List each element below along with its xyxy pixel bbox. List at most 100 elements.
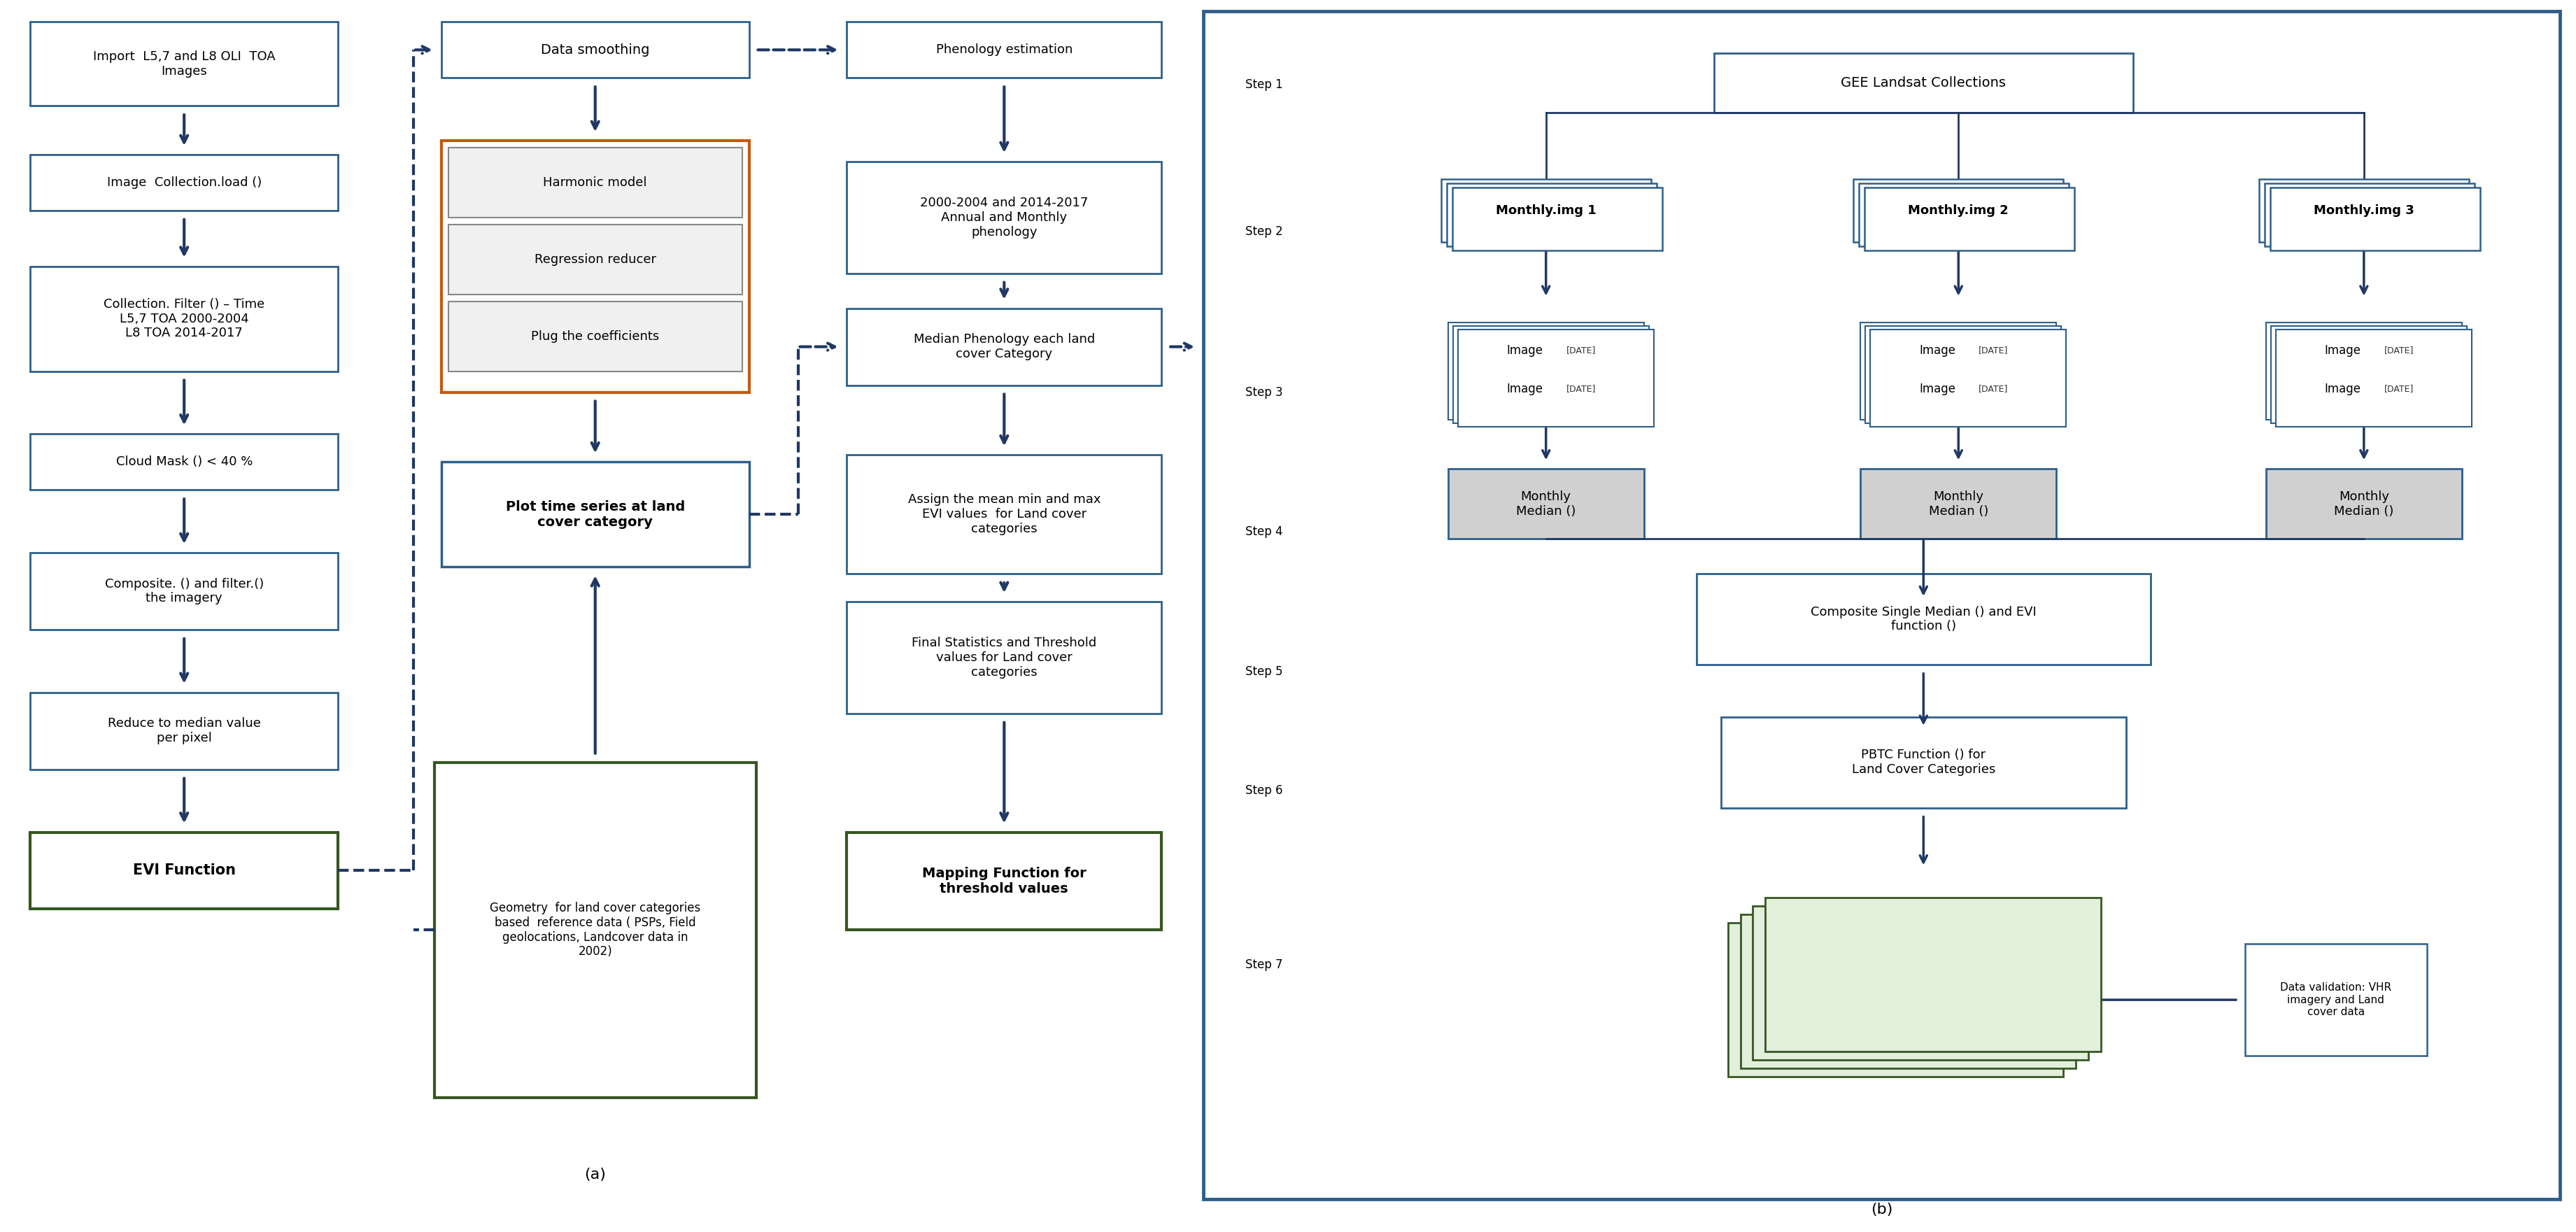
FancyBboxPatch shape <box>1203 11 2561 1199</box>
FancyBboxPatch shape <box>448 148 742 218</box>
FancyBboxPatch shape <box>848 161 1162 274</box>
Text: GEE Landsat Collections: GEE Landsat Collections <box>1842 76 2007 90</box>
FancyBboxPatch shape <box>848 455 1162 574</box>
Text: [DATE]: [DATE] <box>1566 384 1595 393</box>
Text: Image: Image <box>1919 344 1955 356</box>
FancyBboxPatch shape <box>31 692 337 769</box>
Text: Composite Single Median () and EVI
function (): Composite Single Median () and EVI funct… <box>1811 606 2038 633</box>
Text: Regression reducer: Regression reducer <box>533 253 657 266</box>
Text: Image  Collection.load (): Image Collection.load () <box>106 176 263 188</box>
FancyBboxPatch shape <box>1865 187 2074 250</box>
FancyBboxPatch shape <box>1448 469 1643 538</box>
Text: (a): (a) <box>585 1168 605 1181</box>
Text: Geometry  for land cover categories
based  reference data ( PSPs, Field
geolocat: Geometry for land cover categories based… <box>489 902 701 958</box>
Text: Harmonic model: Harmonic model <box>544 176 647 188</box>
FancyBboxPatch shape <box>2269 187 2481 250</box>
Text: Monthly.img 2: Monthly.img 2 <box>1909 205 2009 217</box>
Text: EVI Function: EVI Function <box>134 864 234 877</box>
Text: Plug the coefficients: Plug the coefficients <box>531 330 659 342</box>
FancyBboxPatch shape <box>848 308 1162 386</box>
Text: Median Phenology each land
cover Category: Median Phenology each land cover Categor… <box>914 333 1095 360</box>
FancyBboxPatch shape <box>1448 184 1656 246</box>
Polygon shape <box>1728 923 2063 1077</box>
FancyBboxPatch shape <box>1458 329 1654 428</box>
Polygon shape <box>1765 898 2102 1052</box>
Text: Final Statistics and Threshold
values for Land cover
categories: Final Statistics and Threshold values fo… <box>912 637 1097 679</box>
FancyBboxPatch shape <box>1860 469 2056 538</box>
FancyBboxPatch shape <box>435 763 755 1098</box>
FancyBboxPatch shape <box>848 22 1162 78</box>
Text: Step 2: Step 2 <box>1244 225 1283 238</box>
FancyBboxPatch shape <box>848 601 1162 713</box>
FancyBboxPatch shape <box>2264 184 2476 246</box>
Text: [DATE]: [DATE] <box>1566 346 1595 355</box>
FancyBboxPatch shape <box>31 832 337 909</box>
FancyBboxPatch shape <box>2246 944 2427 1056</box>
FancyBboxPatch shape <box>2267 323 2463 420</box>
FancyBboxPatch shape <box>448 302 742 371</box>
FancyBboxPatch shape <box>1713 53 2133 113</box>
Text: Import  L5,7 and L8 OLI  TOA
Images: Import L5,7 and L8 OLI TOA Images <box>93 51 276 78</box>
FancyBboxPatch shape <box>848 832 1162 930</box>
Text: [DATE]: [DATE] <box>1978 346 2009 355</box>
Polygon shape <box>1741 914 2076 1068</box>
FancyBboxPatch shape <box>1855 179 2063 241</box>
FancyBboxPatch shape <box>1870 329 2066 428</box>
FancyBboxPatch shape <box>2275 329 2470 428</box>
FancyBboxPatch shape <box>440 462 750 567</box>
FancyBboxPatch shape <box>1453 325 1649 424</box>
Text: Monthly
Median (): Monthly Median () <box>1517 490 1577 517</box>
Text: Image: Image <box>2324 344 2362 356</box>
Text: Step 1: Step 1 <box>1244 79 1283 91</box>
FancyBboxPatch shape <box>31 434 337 490</box>
Text: PBTC Function () for
Land Cover Categories: PBTC Function () for Land Cover Categori… <box>1852 749 1996 776</box>
Text: Image: Image <box>1507 382 1543 395</box>
Text: Plot time series at land
cover category: Plot time series at land cover category <box>505 500 685 529</box>
FancyBboxPatch shape <box>2272 325 2468 424</box>
Text: Reduce to median value
per pixel: Reduce to median value per pixel <box>108 717 260 744</box>
FancyBboxPatch shape <box>31 22 337 106</box>
Text: Step 4: Step 4 <box>1244 526 1283 538</box>
Text: Step 6: Step 6 <box>1244 784 1283 797</box>
FancyBboxPatch shape <box>2267 469 2463 538</box>
FancyBboxPatch shape <box>1721 717 2125 808</box>
FancyBboxPatch shape <box>1860 184 2069 246</box>
Text: PBTC Land cover  Map: PBTC Land cover Map <box>1826 1008 1965 1020</box>
Text: Mapping Function for
threshold values: Mapping Function for threshold values <box>922 867 1087 896</box>
FancyBboxPatch shape <box>448 224 742 294</box>
FancyBboxPatch shape <box>31 553 337 630</box>
FancyBboxPatch shape <box>1865 325 2061 424</box>
Text: 2000-2004 and 2014-2017
Annual and Monthly
phenology: 2000-2004 and 2014-2017 Annual and Month… <box>920 197 1087 238</box>
FancyBboxPatch shape <box>440 22 750 78</box>
FancyBboxPatch shape <box>2259 179 2468 241</box>
Text: Collection. Filter () – Time
L5,7 TOA 2000-2004
L8 TOA 2014-2017: Collection. Filter () – Time L5,7 TOA 20… <box>103 298 265 340</box>
Text: Data validation: VHR
imagery and Land
cover data: Data validation: VHR imagery and Land co… <box>2280 982 2391 1018</box>
FancyBboxPatch shape <box>1860 323 2056 420</box>
Text: Phenology estimation: Phenology estimation <box>935 43 1072 57</box>
FancyBboxPatch shape <box>440 140 750 392</box>
Text: Image: Image <box>1919 382 1955 395</box>
FancyBboxPatch shape <box>1453 187 1662 250</box>
Text: Step 7: Step 7 <box>1244 958 1283 971</box>
FancyBboxPatch shape <box>1448 323 1643 420</box>
Text: Cloud Mask () < 40 %: Cloud Mask () < 40 % <box>116 456 252 468</box>
FancyBboxPatch shape <box>31 155 337 211</box>
FancyBboxPatch shape <box>1440 179 1651 241</box>
Text: Step 3: Step 3 <box>1244 386 1283 398</box>
FancyBboxPatch shape <box>31 266 337 371</box>
FancyBboxPatch shape <box>1695 574 2151 664</box>
Text: Step 5: Step 5 <box>1244 665 1283 678</box>
Text: Data smoothing: Data smoothing <box>541 43 649 57</box>
Polygon shape <box>1752 907 2089 1060</box>
Text: Monthly
Median (): Monthly Median () <box>1929 490 1989 517</box>
Text: Monthly.img 1: Monthly.img 1 <box>1497 205 1597 217</box>
Text: [DATE]: [DATE] <box>2383 384 2414 393</box>
Text: Monthly
Median (): Monthly Median () <box>2334 490 2393 517</box>
Text: [DATE]: [DATE] <box>2383 346 2414 355</box>
Text: Monthly.img 3: Monthly.img 3 <box>2313 205 2414 217</box>
Text: Image: Image <box>1507 344 1543 356</box>
Text: (b): (b) <box>1870 1202 1893 1216</box>
Text: [DATE]: [DATE] <box>1978 384 2009 393</box>
Text: Composite. () and filter.()
the imagery: Composite. () and filter.() the imagery <box>106 578 263 605</box>
Text: Assign the mean min and max
EVI values  for Land cover
categories: Assign the mean min and max EVI values f… <box>907 494 1100 535</box>
